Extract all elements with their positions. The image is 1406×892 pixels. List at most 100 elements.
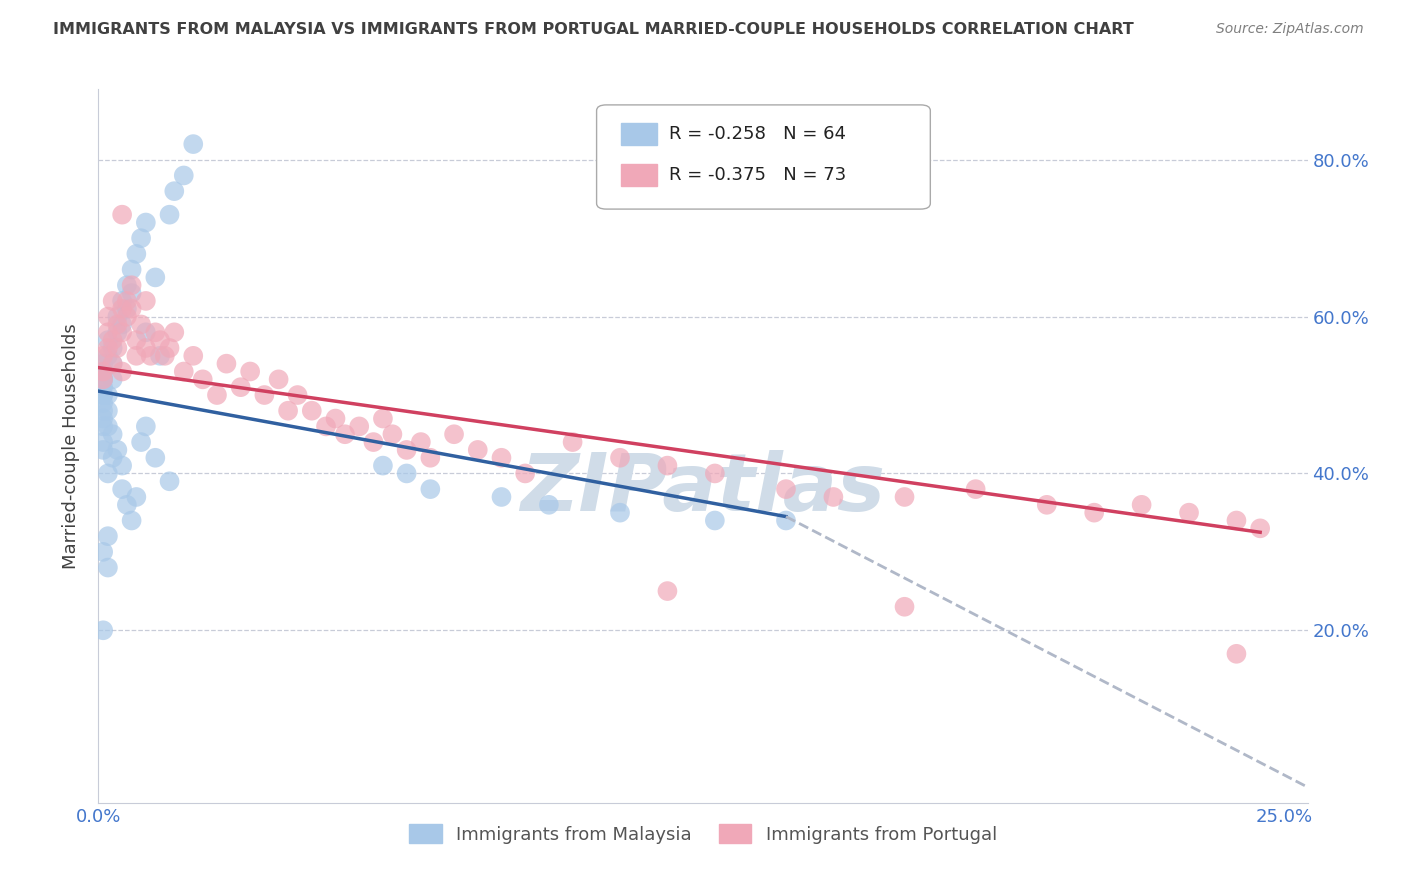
Point <box>105 442 128 457</box>
Point <box>239 364 262 378</box>
Point <box>111 301 134 316</box>
Point <box>91 624 114 638</box>
Point <box>325 411 347 425</box>
Point <box>91 419 114 434</box>
Y-axis label: Married-couple Households: Married-couple Households <box>62 323 80 569</box>
Point <box>97 310 120 324</box>
Point <box>115 278 138 293</box>
Bar <box>621 123 657 145</box>
Point <box>537 498 560 512</box>
Point <box>1130 498 1153 512</box>
Point <box>965 482 987 496</box>
Point <box>703 514 725 528</box>
Point <box>191 372 214 386</box>
Point <box>491 450 513 465</box>
Point <box>657 458 679 473</box>
Point <box>111 293 134 308</box>
Point <box>371 411 394 425</box>
Point <box>97 349 120 363</box>
Point <box>125 247 148 261</box>
Point <box>97 419 120 434</box>
Text: R = -0.258   N = 64: R = -0.258 N = 64 <box>669 125 846 143</box>
Point <box>1036 498 1059 512</box>
Point <box>893 599 915 614</box>
Point <box>105 341 128 355</box>
Point <box>467 442 489 457</box>
Point <box>97 560 120 574</box>
Point <box>163 184 186 198</box>
Point <box>381 427 404 442</box>
Text: ZIPatlas: ZIPatlas <box>520 450 886 528</box>
Point <box>121 514 143 528</box>
Point <box>135 419 157 434</box>
Point <box>419 482 441 496</box>
Point <box>1225 647 1247 661</box>
Point <box>91 396 114 410</box>
Point <box>395 467 418 481</box>
Point <box>135 341 157 355</box>
Point <box>91 380 114 394</box>
Point <box>1083 506 1105 520</box>
Point <box>1225 514 1247 528</box>
Point <box>111 458 134 473</box>
Point <box>111 318 134 332</box>
Point <box>115 310 138 324</box>
Point <box>333 427 356 442</box>
Point <box>91 442 114 457</box>
Bar <box>621 164 657 186</box>
Point <box>129 318 152 332</box>
Point <box>129 435 152 450</box>
FancyBboxPatch shape <box>596 105 931 209</box>
Point <box>443 427 465 442</box>
Point <box>111 326 134 340</box>
Point <box>91 435 114 450</box>
Point <box>703 467 725 481</box>
Text: IMMIGRANTS FROM MALAYSIA VS IMMIGRANTS FROM PORTUGAL MARRIED-COUPLE HOUSEHOLDS C: IMMIGRANTS FROM MALAYSIA VS IMMIGRANTS F… <box>53 22 1135 37</box>
Point <box>101 293 124 308</box>
Point <box>121 301 143 316</box>
Point <box>97 529 120 543</box>
Point <box>115 498 138 512</box>
Point <box>1178 506 1201 520</box>
Point <box>129 231 152 245</box>
Point <box>159 475 181 489</box>
Point <box>153 349 176 363</box>
Point <box>229 380 252 394</box>
Point <box>363 435 385 450</box>
Point <box>371 458 394 473</box>
Point <box>91 403 114 417</box>
Point <box>149 349 172 363</box>
Point <box>173 169 195 183</box>
Point <box>97 467 120 481</box>
Point <box>97 403 120 417</box>
Point <box>163 326 186 340</box>
Point <box>91 372 114 386</box>
Point <box>491 490 513 504</box>
Point <box>893 490 915 504</box>
Point <box>159 341 181 355</box>
Point <box>101 357 124 371</box>
Point <box>105 326 128 340</box>
Point <box>181 349 204 363</box>
Text: R = -0.375   N = 73: R = -0.375 N = 73 <box>669 166 846 184</box>
Point <box>149 333 172 347</box>
Point <box>125 349 148 363</box>
Point <box>135 215 157 229</box>
Point <box>91 364 114 378</box>
Point <box>115 293 138 308</box>
Point <box>91 411 114 425</box>
Point <box>121 278 143 293</box>
Point <box>97 326 120 340</box>
Point <box>657 584 679 599</box>
Point <box>301 403 323 417</box>
Point <box>111 208 134 222</box>
Point <box>105 310 128 324</box>
Point <box>91 349 114 363</box>
Point <box>125 333 148 347</box>
Point <box>101 341 124 355</box>
Point <box>121 286 143 301</box>
Point <box>215 357 238 371</box>
Point <box>101 427 124 442</box>
Legend: Immigrants from Malaysia, Immigrants from Portugal: Immigrants from Malaysia, Immigrants fro… <box>402 817 1004 851</box>
Point <box>775 514 797 528</box>
